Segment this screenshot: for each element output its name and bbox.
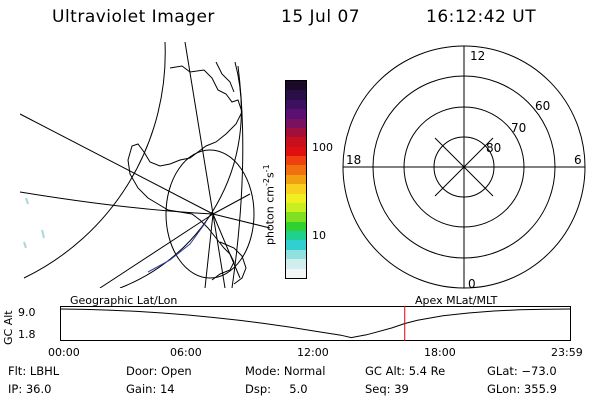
- time-tick-1800: 18:00: [424, 346, 456, 359]
- colorbar-swatch-19: [286, 259, 306, 269]
- alt-plot-frame: [60, 306, 571, 341]
- colorbar-swatch-13: [286, 202, 306, 213]
- colorbar-swatch-20: [286, 268, 306, 278]
- info-filter: Flt: LBHL: [8, 364, 60, 378]
- colorbar-swatch-5: [286, 127, 306, 138]
- mlt-label-6: 6: [574, 153, 582, 167]
- colorbar-swatch-16: [286, 231, 306, 241]
- time-tick-0000: 00:00: [48, 346, 80, 359]
- colorbar-swatch-18: [286, 249, 306, 260]
- colorbar-swatch-8: [286, 156, 306, 166]
- alt-curve: [60, 308, 571, 339]
- time-tick-2359: 23:59: [551, 346, 583, 359]
- info-dsp: Dsp: 5.0: [245, 382, 308, 396]
- info-door: Door: Open: [126, 364, 192, 378]
- mlt-label-12: 12: [470, 49, 485, 63]
- colorbar-swatch-7: [286, 146, 306, 156]
- info-mode: Mode: Normal: [245, 364, 326, 378]
- info-glat: GLat: −73.0: [487, 364, 557, 378]
- time-tick-1200: 12:00: [297, 346, 329, 359]
- date-label: 15 Jul 07: [281, 7, 361, 27]
- gc-alt-axis-label: GC Alt: [2, 310, 15, 345]
- alt-tick-low: 1.8: [18, 328, 36, 341]
- colorbar-swatch-2: [286, 99, 306, 110]
- time-label: 16:12:42 UT: [426, 7, 537, 27]
- orbit-track: [147, 221, 207, 273]
- info-seq: Seq: 39: [365, 382, 409, 396]
- info-gc-alt: GC Alt: 5.4 Re: [365, 364, 446, 378]
- colorbar-swatch-1: [286, 90, 306, 100]
- instrument-title: Ultraviolet Imager: [52, 7, 215, 27]
- colorbar-swatch-3: [286, 109, 306, 119]
- colorbar-swatch-15: [286, 221, 306, 231]
- colorbar-swatch-0: [286, 81, 306, 91]
- colorbar-swatch-6: [286, 137, 306, 147]
- lat-arc-outer: [23, 42, 166, 279]
- mlt-label-0: 0: [468, 277, 476, 290]
- color-scale-bar: [285, 80, 307, 279]
- colorbar-swatch-11: [286, 184, 306, 194]
- info-glon: GLon: 355.9: [487, 382, 557, 396]
- lat-label-70: 70: [511, 121, 526, 135]
- geographic-map: [20, 42, 270, 288]
- colorbar-swatch-12: [286, 193, 306, 203]
- lat-label-60: 60: [535, 99, 550, 113]
- colorbar-swatch-14: [286, 212, 306, 222]
- polar-mlat-mlt-plot: 12 6 0 18 60 70 80: [342, 45, 586, 290]
- colorbar-swatch-4: [286, 118, 306, 128]
- colorbar-tick-10: 10: [312, 229, 326, 242]
- mlt-label-18: 18: [346, 153, 361, 167]
- geographic-label: Geographic Lat/Lon: [70, 294, 178, 307]
- time-tick-0600: 06:00: [170, 346, 202, 359]
- colorbar-swatch-9: [286, 165, 306, 175]
- colorbar-swatch-10: [286, 174, 306, 185]
- apex-label: Apex MLat/MLT: [415, 294, 498, 307]
- lat-label-80: 80: [486, 141, 501, 155]
- alt-tick-high: 9.0: [18, 306, 36, 319]
- colorbar-tick-100: 100: [312, 141, 333, 154]
- colorbar-swatch-17: [286, 240, 306, 250]
- gc-altitude-plot: [60, 306, 571, 341]
- colorbar-label: photon cm-2s-1: [262, 164, 277, 245]
- coastline: [127, 65, 243, 281]
- info-gain: Gain: 14: [126, 382, 175, 396]
- lat-circle-inner: [165, 149, 255, 279]
- info-ip: IP: 36.0: [8, 382, 52, 396]
